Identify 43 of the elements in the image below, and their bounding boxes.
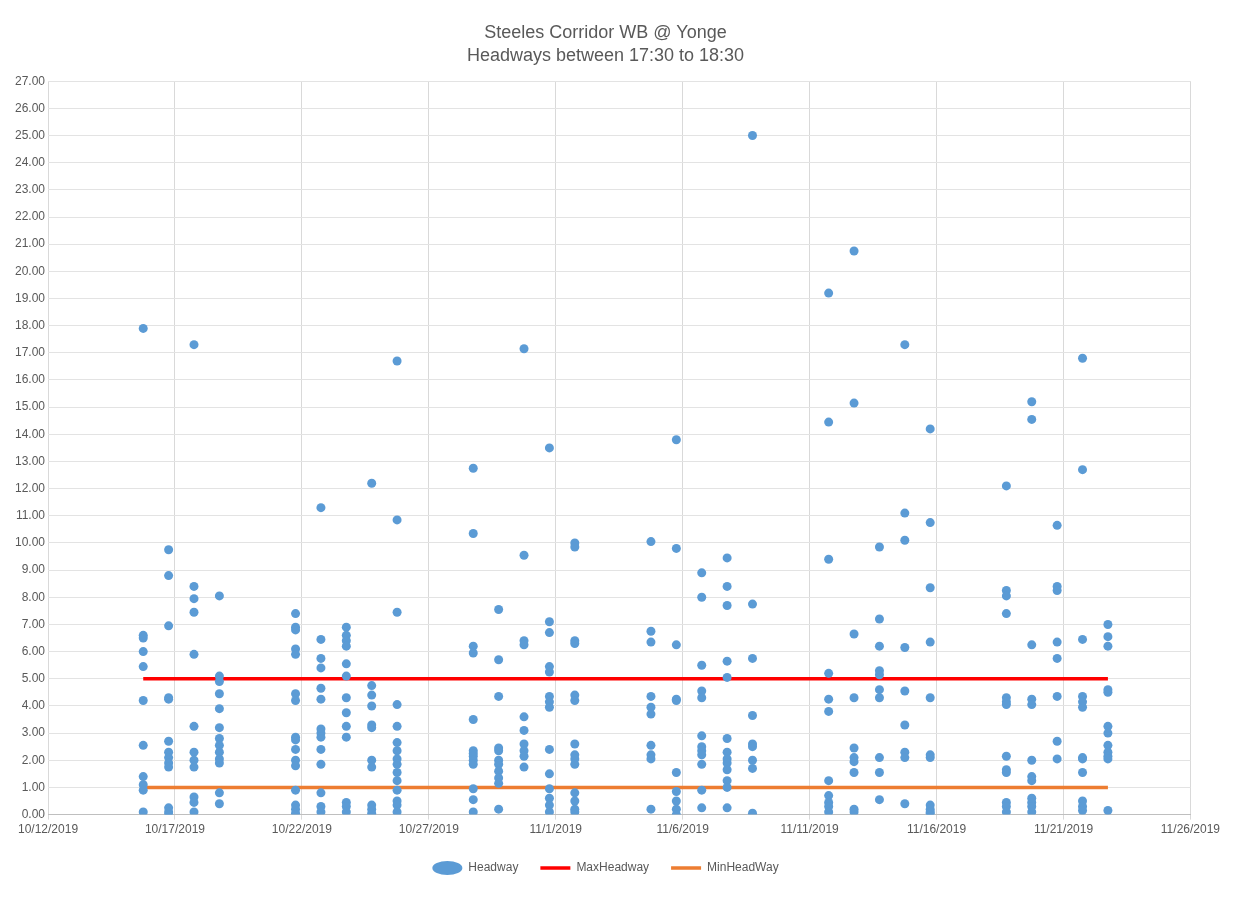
- x-tick-label: 10/12/2019: [18, 822, 79, 837]
- y-tick-label: 26.00: [15, 100, 46, 115]
- legend-label: Headway: [468, 860, 519, 875]
- y-tick-label: 11.00: [15, 508, 46, 523]
- y-tick-label: 0.00: [21, 806, 46, 821]
- y-tick-label: 10.00: [15, 535, 46, 550]
- y-tick-label: 2.00: [21, 752, 46, 767]
- chart-subtitle: Headways between 17:30 to 18:30: [466, 45, 745, 66]
- y-tick-label: 22.00: [15, 209, 46, 224]
- y-tick-label: 6.00: [21, 643, 46, 658]
- x-tick-label: 11/11/2019: [780, 822, 840, 837]
- chart-title: Steeles Corridor WB @ Yonge: [484, 21, 727, 42]
- y-tick-label: 23.00: [15, 182, 46, 197]
- y-tick-label: 18.00: [15, 317, 46, 332]
- y-tick-label: 19.00: [15, 290, 46, 305]
- y-tick-label: 25.00: [15, 127, 46, 142]
- x-tick-label: 10/17/2019: [144, 822, 206, 837]
- x-tick-label: 11/26/2019: [1160, 822, 1221, 837]
- y-tick-label: 13.00: [15, 453, 46, 468]
- y-tick-label: 15.00: [15, 399, 46, 414]
- x-tick-label: 11/21/2019: [1033, 822, 1094, 837]
- y-tick-label: 12.00: [15, 480, 46, 495]
- x-tick-label: 11/1/2019: [529, 822, 583, 837]
- x-tick-label: 11/16/2019: [906, 822, 967, 837]
- y-tick-label: 17.00: [15, 345, 46, 360]
- y-tick-label: 8.00: [21, 589, 46, 604]
- y-tick-label: 27.00: [15, 73, 46, 88]
- legend-label: MaxHeadway: [576, 860, 650, 875]
- y-tick-label: 21.00: [15, 236, 46, 251]
- y-tick-label: 7.00: [21, 616, 46, 631]
- y-tick-label: 5.00: [21, 671, 46, 686]
- x-tick-label: 10/27/2019: [398, 822, 460, 837]
- y-tick-label: 4.00: [21, 698, 46, 713]
- y-tick-label: 24.00: [15, 155, 46, 169]
- x-tick-label: 10/22/2019: [271, 822, 333, 837]
- y-tick-label: 14.00: [15, 426, 46, 441]
- x-tick-label: 11/6/2019: [656, 822, 710, 837]
- y-tick-label: 9.00: [21, 562, 46, 577]
- y-tick-label: 16.00: [15, 372, 46, 387]
- y-tick-label: 20.00: [15, 263, 46, 278]
- legend-label: MinHeadWay: [707, 860, 779, 875]
- y-tick-label: 3.00: [21, 725, 46, 740]
- y-tick-label: 1.00: [21, 779, 46, 794]
